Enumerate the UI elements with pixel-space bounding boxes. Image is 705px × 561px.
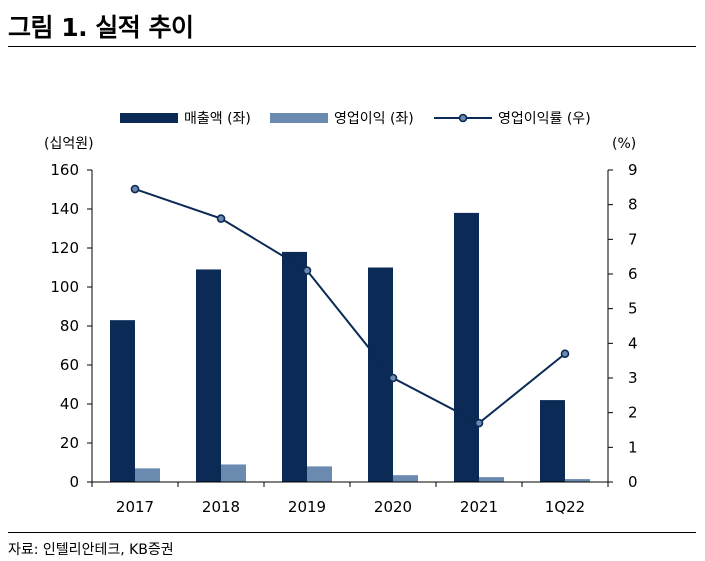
legend-label: 매출액 (좌): [184, 111, 251, 127]
left-tick-label: 20: [60, 434, 79, 452]
revenue-bar: [110, 320, 135, 482]
right-tick-label: 4: [628, 334, 638, 352]
legend-label: 영업이익 (좌): [334, 111, 414, 127]
legend-label: 영업이익률 (우): [498, 111, 591, 127]
operating-profit-bar: [479, 477, 504, 482]
legend-swatch: [120, 113, 178, 123]
right-tick-label: 6: [628, 265, 638, 283]
right-tick-label: 2: [628, 404, 638, 422]
legend-swatch-marker: [458, 113, 468, 123]
revenue-bar: [196, 269, 221, 482]
revenue-bar: [454, 212, 479, 482]
left-tick-label: 120: [50, 239, 79, 257]
title-divider: [8, 46, 696, 47]
left-tick-label: 60: [60, 356, 79, 374]
right-tick-label: 9: [628, 161, 638, 179]
figure-title: 그림 1. 실적 추이: [8, 13, 194, 42]
operating-margin-point: [216, 214, 226, 223]
left-tick-label: 140: [50, 200, 79, 218]
left-tick-label: 0: [69, 473, 79, 491]
x-tick-label: 1Q22: [545, 498, 585, 516]
right-tick-label: 3: [628, 369, 638, 387]
left-axis-ticks: 0 20 40 60 80 100 120 140 160: [50, 161, 92, 491]
operating-profit-bar: [135, 468, 160, 482]
left-tick-label: 160: [50, 161, 79, 179]
x-axis-ticks: 2017 2018 2019 2020 2021 1Q22: [91, 482, 609, 516]
right-tick-label: 7: [628, 230, 638, 248]
x-tick-label: 2018: [202, 498, 240, 516]
operating-profit-bar: [221, 464, 246, 482]
right-tick-label: 5: [628, 300, 638, 318]
source-note: 자료: 인텔리안테크, KB증권: [8, 542, 174, 558]
right-tick-label: 0: [628, 473, 638, 491]
x-tick-label: 2017: [116, 498, 154, 516]
chart: 매출액 (좌) 영업이익 (좌) 영업이익률 (우) (십억원) (%) 02040…: [44, 111, 638, 516]
revenue-bar: [368, 267, 393, 482]
operating-margin-point: [302, 266, 312, 275]
operating-margin-point: [388, 373, 398, 383]
right-tick-label: 1: [628, 438, 638, 456]
revenue-bar: [540, 400, 565, 482]
bars: [110, 212, 590, 482]
operating-margin-point: [560, 349, 570, 359]
source-divider: [8, 532, 696, 533]
operating-margin-point: [130, 184, 140, 194]
legend-swatch: [270, 113, 328, 123]
right-axis-ticks: 0 1 2 3 4 5 6 7 8 9: [608, 161, 638, 491]
axes: [91, 170, 609, 483]
left-tick-label: 80: [60, 317, 79, 335]
right-tick-label: 8: [628, 196, 638, 214]
operating-margin-line: [134, 188, 566, 425]
left-tick-label: 100: [50, 278, 79, 296]
operating-margin-point: [474, 418, 484, 428]
x-tick-label: 2021: [460, 498, 498, 516]
x-tick-label: 2019: [288, 498, 326, 516]
operating-profit-bar: [565, 479, 590, 482]
left-tick-label: 40: [60, 395, 79, 413]
operating-profit-bar: [393, 475, 418, 482]
x-tick-label: 2020: [374, 498, 412, 516]
left-axis-unit: (십억원): [44, 136, 94, 152]
legend: 매출액 (좌) 영업이익 (좌) 영업이익률 (우): [120, 111, 591, 127]
right-axis-unit: (%): [612, 136, 636, 152]
line-series: [130, 184, 570, 428]
revenue-bar: [282, 251, 307, 482]
operating-profit-bar: [307, 466, 332, 482]
